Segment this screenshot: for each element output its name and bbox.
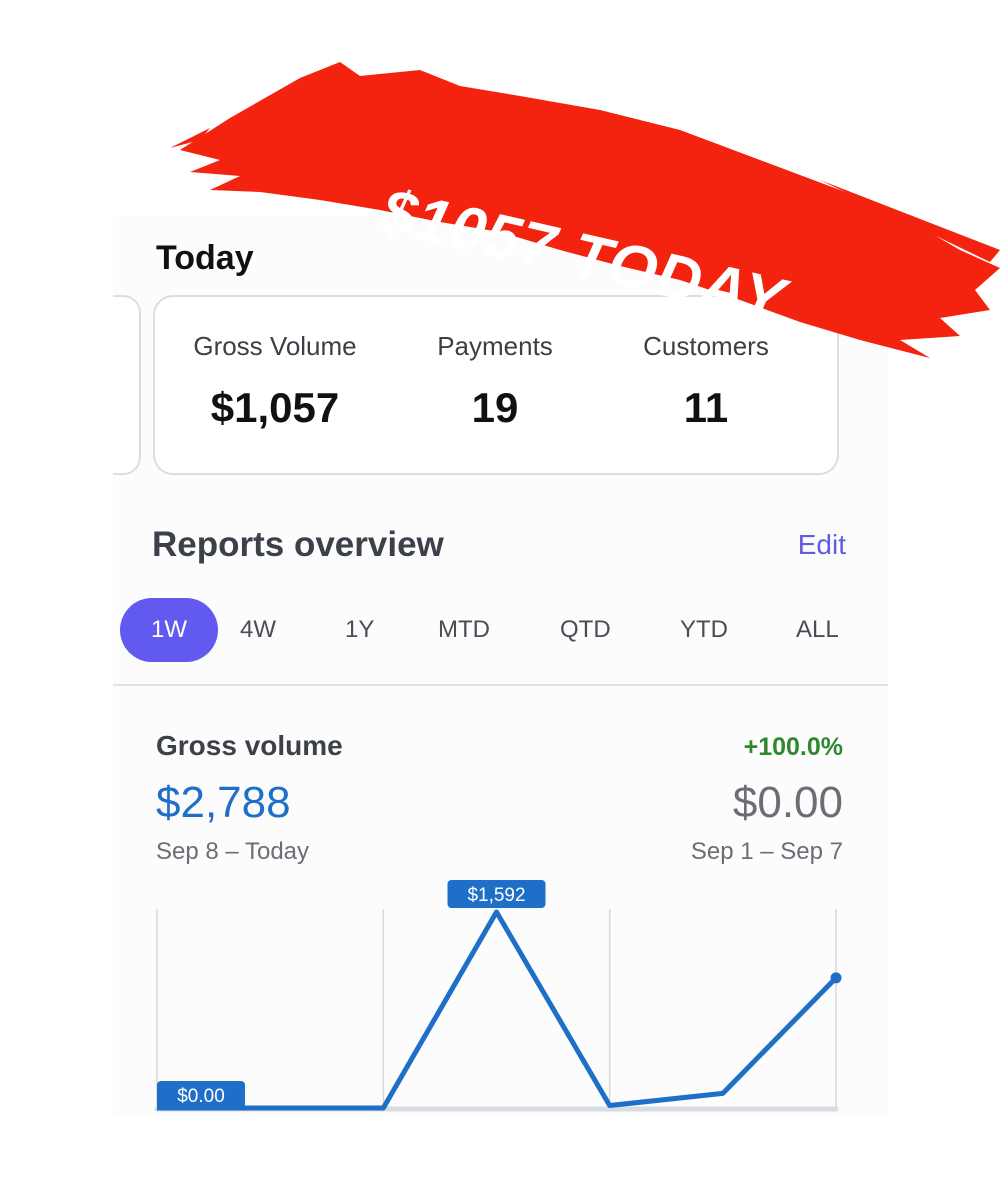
tab-1w[interactable]: 1W — [120, 598, 218, 662]
start-label-bg — [157, 1081, 245, 1109]
data-point — [830, 972, 842, 984]
stat-payments: Payments 19 — [385, 331, 605, 432]
stat-label: Customers — [643, 331, 769, 361]
gross-volume-title: Gross volume — [156, 730, 343, 761]
previous-value: $0.00 — [732, 778, 843, 827]
previous-card[interactable] — [113, 295, 141, 475]
peak-label-bg — [447, 880, 546, 908]
tab-ytd[interactable]: YTD — [680, 616, 728, 643]
tab-qtd[interactable]: QTD — [560, 616, 611, 643]
tab-all[interactable]: ALL — [796, 616, 839, 643]
range-tabs: 1W 4W 1Y MTD QTD YTD ALL — [120, 598, 880, 662]
stat-value: 19 — [471, 384, 519, 431]
stat-value: $1,057 — [210, 384, 340, 431]
tab-mtd[interactable]: MTD — [438, 616, 490, 643]
gross-volume-value: $2,788 — [156, 778, 291, 827]
gross-volume-chart[interactable]: $1,592 $0.00 — [113, 215, 888, 1117]
gross-volume-range: Sep 8 – Today — [156, 838, 310, 865]
today-stats-card[interactable]: Gross Volume $1,057 Payments 19 Customer… — [153, 295, 839, 475]
peak-label: $1,592 — [467, 885, 525, 906]
tab-4w[interactable]: 4W — [240, 616, 276, 643]
change-percent: +100.0% — [743, 733, 843, 761]
divider — [113, 684, 888, 686]
stat-gross-volume: Gross Volume $1,057 — [165, 331, 385, 432]
tab-1y[interactable]: 1Y — [345, 616, 375, 643]
stat-customers: Customers 11 — [596, 331, 816, 432]
edit-button[interactable]: Edit — [797, 529, 846, 560]
phone-screen: Today Gross Volume $1,057 Payments 19 Cu… — [113, 215, 888, 1117]
reports-overview-title: Reports overview — [152, 525, 444, 564]
start-label: $0.00 — [177, 1086, 225, 1107]
stat-value: 11 — [683, 384, 729, 431]
series-line — [157, 909, 838, 1111]
stat-label: Payments — [437, 331, 553, 361]
stat-label: Gross Volume — [193, 331, 357, 361]
previous-range: Sep 1 – Sep 7 — [690, 838, 843, 865]
red-brush-stroke — [170, 62, 1000, 358]
today-title: Today — [156, 239, 254, 277]
